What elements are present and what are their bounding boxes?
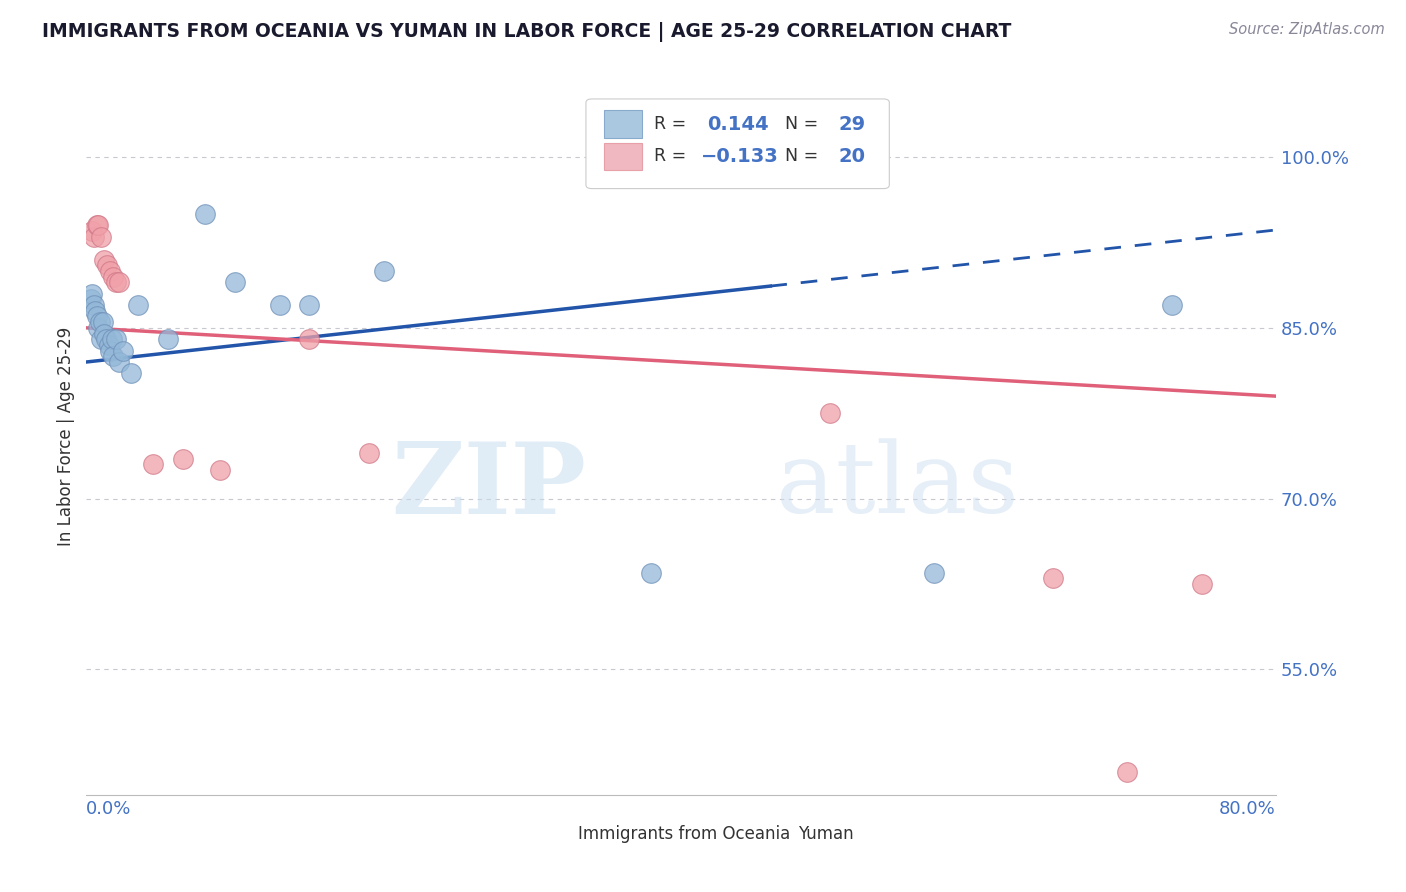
Point: [298, 298, 321, 312]
Point: [83, 298, 105, 312]
Point: [97, 338, 120, 352]
Point: [86, 310, 108, 324]
Text: Yuman: Yuman: [797, 825, 853, 843]
Point: [224, 276, 246, 290]
Text: −0.133: −0.133: [702, 147, 779, 166]
Point: [127, 298, 149, 312]
Point: [82, 286, 104, 301]
Text: 0.144: 0.144: [707, 114, 769, 134]
Point: [112, 343, 135, 358]
Point: [640, 566, 662, 580]
Text: N =: N =: [785, 147, 824, 165]
Point: [90, 229, 112, 244]
Point: [1116, 764, 1139, 779]
Point: [96, 258, 118, 272]
Point: [80, 293, 103, 307]
Point: [87, 321, 110, 335]
Point: [87, 219, 110, 233]
Point: [90, 332, 112, 346]
Point: [94, 332, 117, 346]
Point: [105, 332, 128, 346]
Point: [172, 451, 194, 466]
Text: ZIP: ZIP: [391, 438, 586, 534]
Text: Immigrants from Oceania: Immigrants from Oceania: [578, 825, 790, 843]
Text: R =: R =: [654, 115, 692, 133]
Point: [93, 252, 115, 267]
FancyBboxPatch shape: [544, 825, 571, 845]
Point: [1160, 298, 1182, 312]
Point: [84, 303, 107, 318]
FancyBboxPatch shape: [765, 825, 790, 845]
Point: [105, 276, 128, 290]
Point: [100, 332, 122, 346]
FancyBboxPatch shape: [586, 99, 890, 188]
Point: [82, 224, 104, 238]
Text: 20: 20: [838, 147, 865, 166]
Point: [83, 229, 105, 244]
Point: [1042, 571, 1064, 585]
Point: [209, 463, 232, 477]
FancyBboxPatch shape: [603, 143, 643, 170]
Point: [120, 367, 142, 381]
Point: [1191, 577, 1213, 591]
Text: IMMIGRANTS FROM OCEANIA VS YUMAN IN LABOR FORCE | AGE 25-29 CORRELATION CHART: IMMIGRANTS FROM OCEANIA VS YUMAN IN LABO…: [42, 22, 1011, 42]
Point: [298, 332, 321, 346]
FancyBboxPatch shape: [603, 111, 643, 137]
Point: [101, 269, 124, 284]
Point: [108, 276, 131, 290]
Text: 0.0%: 0.0%: [86, 800, 132, 818]
Point: [142, 458, 165, 472]
Point: [101, 349, 124, 363]
Point: [89, 315, 111, 329]
Point: [108, 355, 131, 369]
Point: [91, 315, 114, 329]
Text: N =: N =: [785, 115, 824, 133]
Point: [86, 219, 108, 233]
Point: [98, 264, 121, 278]
Point: [373, 264, 395, 278]
Point: [157, 332, 180, 346]
Text: atlas: atlas: [776, 438, 1019, 534]
Text: 29: 29: [838, 114, 865, 134]
Text: 80.0%: 80.0%: [1219, 800, 1277, 818]
Point: [269, 298, 291, 312]
Point: [98, 343, 121, 358]
Point: [194, 207, 217, 221]
Y-axis label: In Labor Force | Age 25-29: In Labor Force | Age 25-29: [58, 326, 75, 546]
Point: [818, 406, 841, 420]
Text: R =: R =: [654, 147, 692, 165]
Point: [922, 566, 945, 580]
Text: Source: ZipAtlas.com: Source: ZipAtlas.com: [1229, 22, 1385, 37]
Point: [93, 326, 115, 341]
Point: [357, 446, 380, 460]
